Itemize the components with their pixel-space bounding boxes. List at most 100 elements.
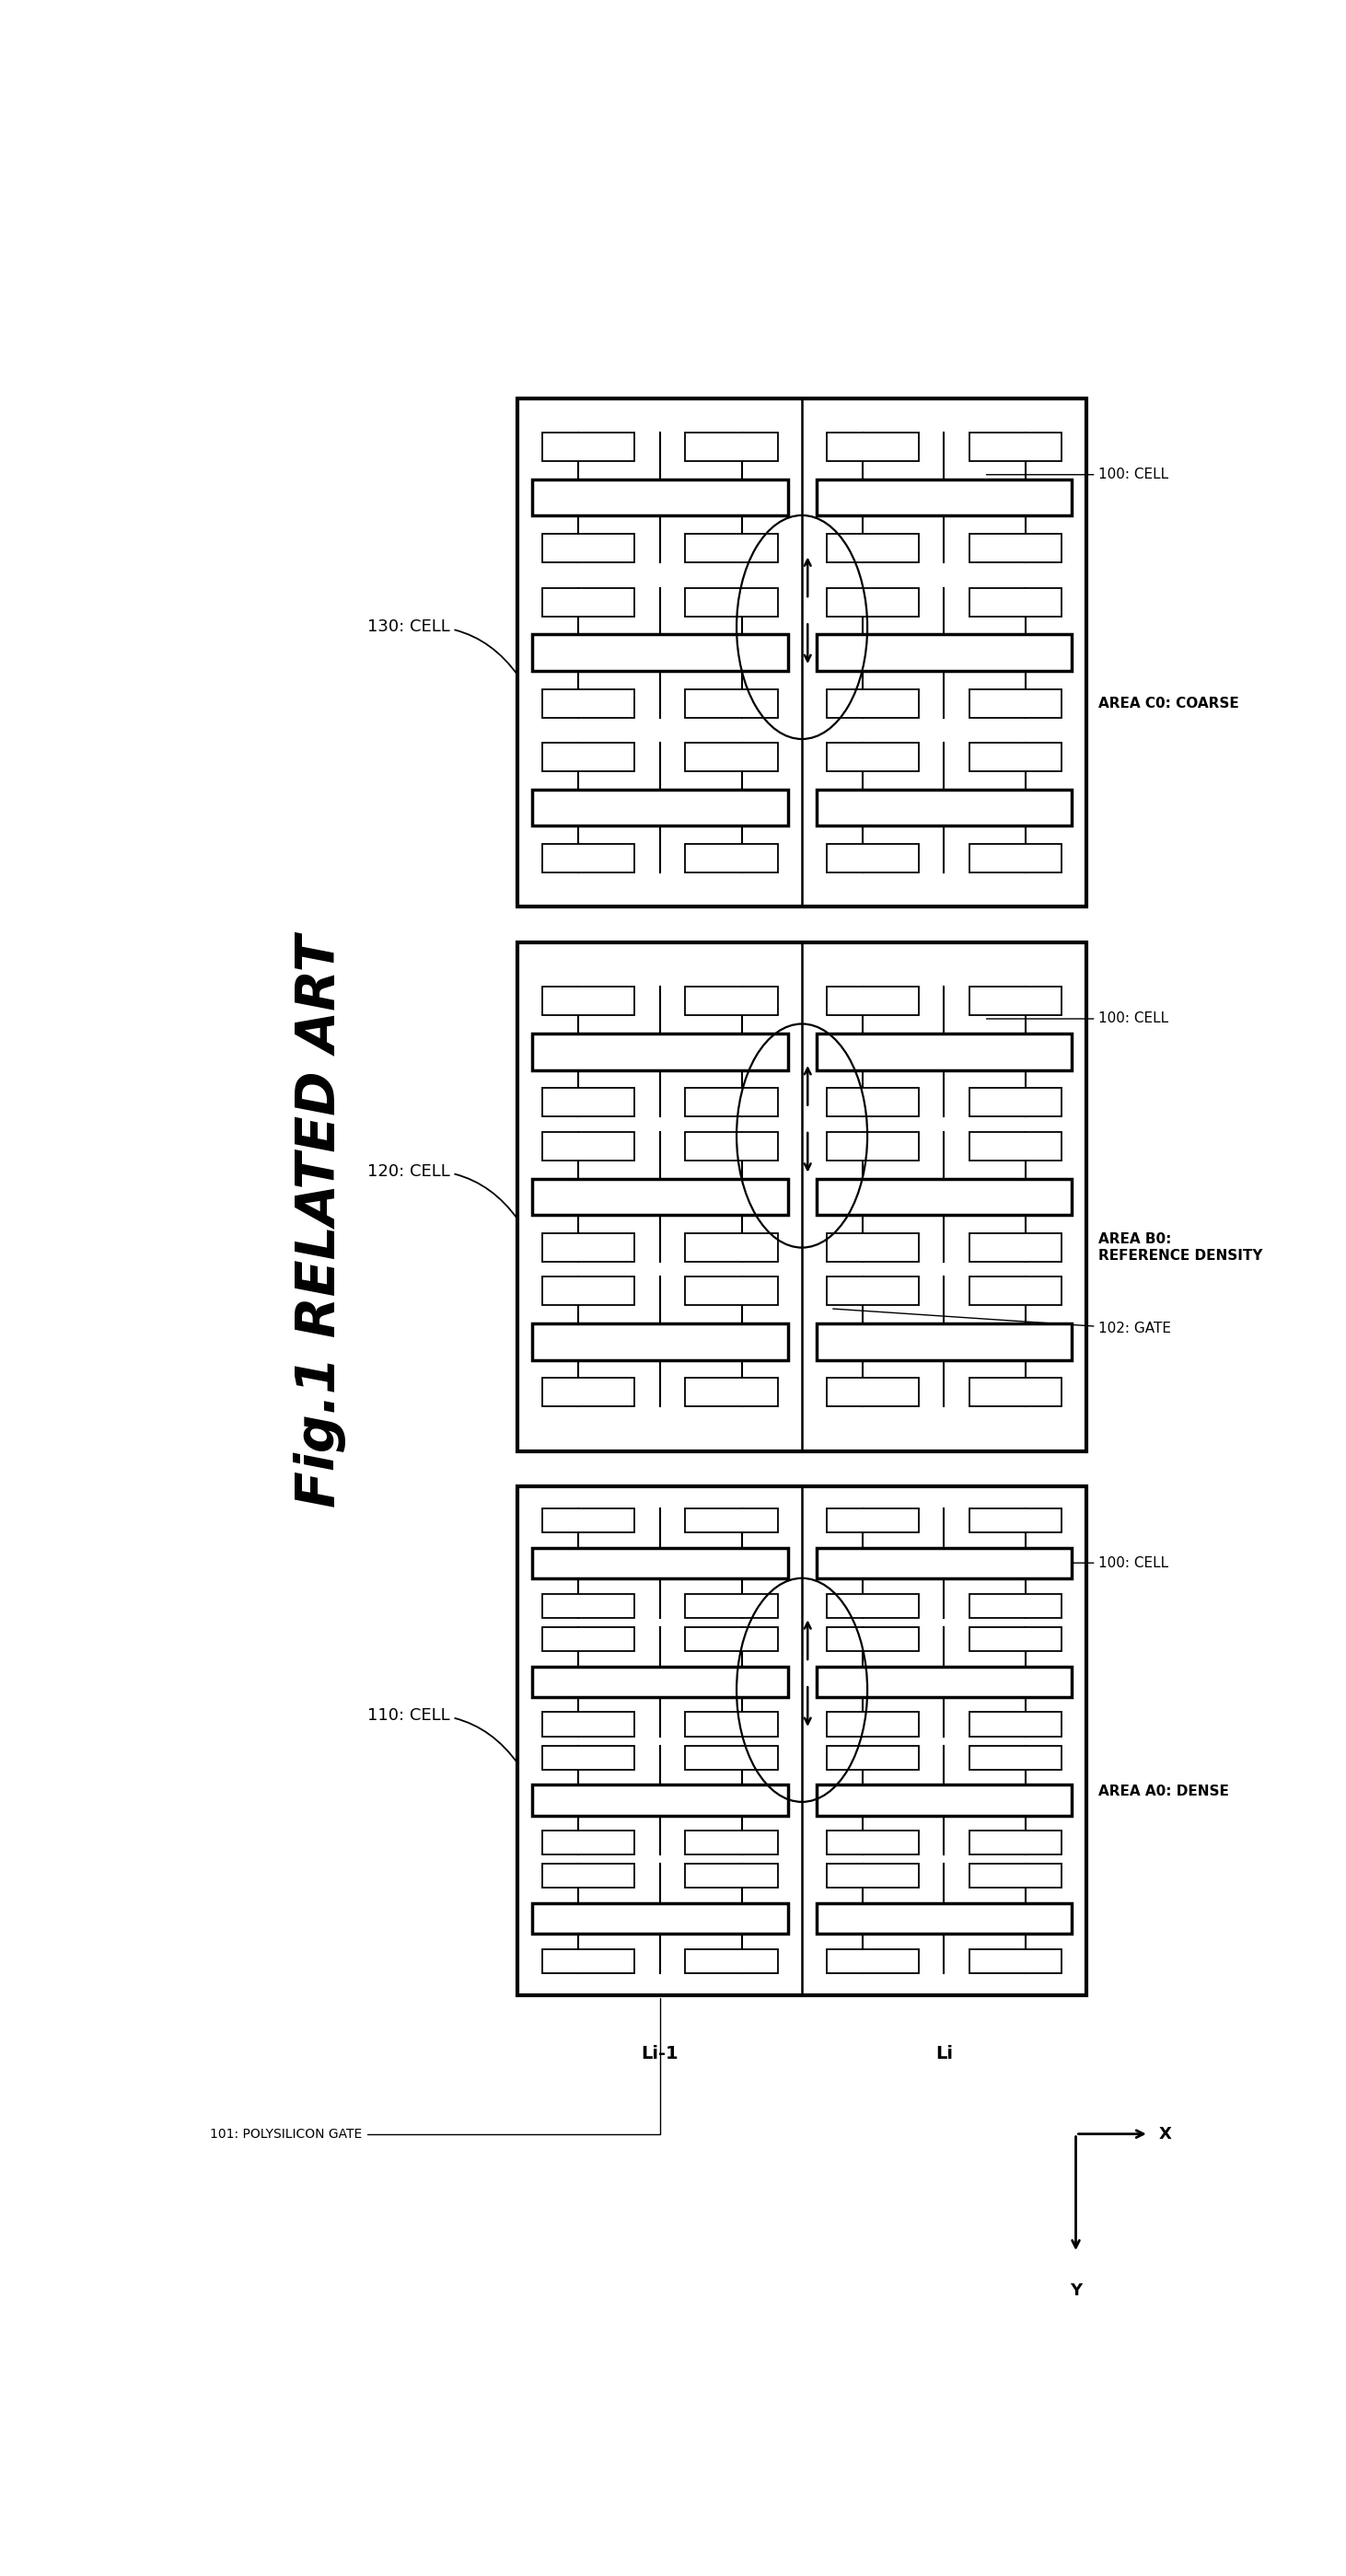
Bar	[685, 987, 778, 1015]
Bar	[542, 1950, 634, 1973]
Bar	[518, 943, 1086, 1450]
Text: 102: GATE: 102: GATE	[833, 1309, 1171, 1337]
Bar	[826, 1278, 918, 1306]
Bar	[685, 1131, 778, 1159]
Bar	[826, 1131, 918, 1159]
Bar	[685, 1832, 778, 1855]
Bar	[685, 1510, 778, 1533]
Bar	[532, 788, 787, 827]
Bar	[685, 845, 778, 873]
Text: 100: CELL: 100: CELL	[987, 1012, 1168, 1025]
Bar	[826, 1234, 918, 1262]
Text: AREA A0: DENSE: AREA A0: DENSE	[1098, 1785, 1229, 1798]
Bar	[542, 1510, 634, 1533]
Bar	[542, 533, 634, 562]
Text: 110: CELL: 110: CELL	[367, 1708, 518, 1765]
Bar	[969, 987, 1062, 1015]
Bar	[816, 1033, 1071, 1069]
Bar	[969, 533, 1062, 562]
Bar	[826, 533, 918, 562]
Bar	[826, 587, 918, 616]
Bar	[826, 1595, 918, 1618]
Bar	[542, 1865, 634, 1888]
Bar	[969, 1510, 1062, 1533]
Text: AREA C0: COARSE: AREA C0: COARSE	[1098, 696, 1240, 711]
Bar	[826, 1510, 918, 1533]
Bar	[518, 399, 1086, 907]
Bar	[826, 742, 918, 770]
Bar	[532, 1180, 787, 1216]
Bar	[542, 1832, 634, 1855]
Bar	[532, 1667, 787, 1698]
Bar	[826, 1378, 918, 1406]
Bar	[826, 987, 918, 1015]
Bar	[826, 1865, 918, 1888]
Text: Y: Y	[1070, 2282, 1082, 2300]
Bar	[685, 1865, 778, 1888]
Bar	[518, 1486, 1086, 1994]
Bar	[542, 845, 634, 873]
Bar	[532, 634, 787, 670]
Bar	[826, 433, 918, 461]
Bar	[826, 845, 918, 873]
Bar	[542, 688, 634, 719]
Bar	[532, 479, 787, 515]
Bar	[969, 1087, 1062, 1115]
Text: 101: POLYSILICON GATE: 101: POLYSILICON GATE	[210, 1996, 660, 2141]
Bar	[542, 1087, 634, 1115]
Bar	[969, 1278, 1062, 1306]
Bar	[685, 1628, 778, 1651]
Bar	[685, 533, 778, 562]
Bar	[826, 1713, 918, 1736]
Bar	[532, 1548, 787, 1579]
Bar	[685, 1595, 778, 1618]
Text: Li-1: Li-1	[641, 2045, 678, 2063]
Bar	[969, 587, 1062, 616]
Bar	[816, 479, 1071, 515]
Bar	[969, 1628, 1062, 1651]
Bar	[532, 1033, 787, 1069]
Bar	[826, 1628, 918, 1651]
Bar	[969, 1832, 1062, 1855]
Bar	[542, 1131, 634, 1159]
Bar	[685, 1713, 778, 1736]
Bar	[816, 634, 1071, 670]
Bar	[826, 688, 918, 719]
Text: 100: CELL: 100: CELL	[987, 469, 1168, 482]
Bar	[685, 742, 778, 770]
Bar	[816, 1904, 1071, 1935]
Bar	[969, 433, 1062, 461]
Bar	[969, 1234, 1062, 1262]
Bar	[685, 688, 778, 719]
Text: Fig.1 RELATED ART: Fig.1 RELATED ART	[293, 935, 346, 1507]
Bar	[816, 1667, 1071, 1698]
Bar	[685, 1234, 778, 1262]
Bar	[969, 1378, 1062, 1406]
Bar	[685, 1087, 778, 1115]
Bar	[542, 1713, 634, 1736]
Bar	[969, 688, 1062, 719]
Bar	[969, 1865, 1062, 1888]
Bar	[542, 742, 634, 770]
Bar	[532, 1904, 787, 1935]
Bar	[969, 1713, 1062, 1736]
Text: 130: CELL: 130: CELL	[367, 618, 518, 675]
Bar	[826, 1087, 918, 1115]
Bar	[542, 433, 634, 461]
Bar	[969, 1747, 1062, 1770]
Bar	[826, 1832, 918, 1855]
Bar	[826, 1950, 918, 1973]
Bar	[542, 1628, 634, 1651]
Bar	[826, 1747, 918, 1770]
Text: Li: Li	[935, 2045, 953, 2063]
Text: 120: CELL: 120: CELL	[367, 1162, 518, 1221]
Bar	[685, 433, 778, 461]
Bar	[685, 1747, 778, 1770]
Bar	[542, 587, 634, 616]
Text: 100: CELL: 100: CELL	[987, 1556, 1168, 1569]
Bar	[542, 1595, 634, 1618]
Bar	[542, 1747, 634, 1770]
Bar	[816, 1548, 1071, 1579]
Text: X: X	[1159, 2125, 1172, 2143]
Bar	[816, 1785, 1071, 1816]
